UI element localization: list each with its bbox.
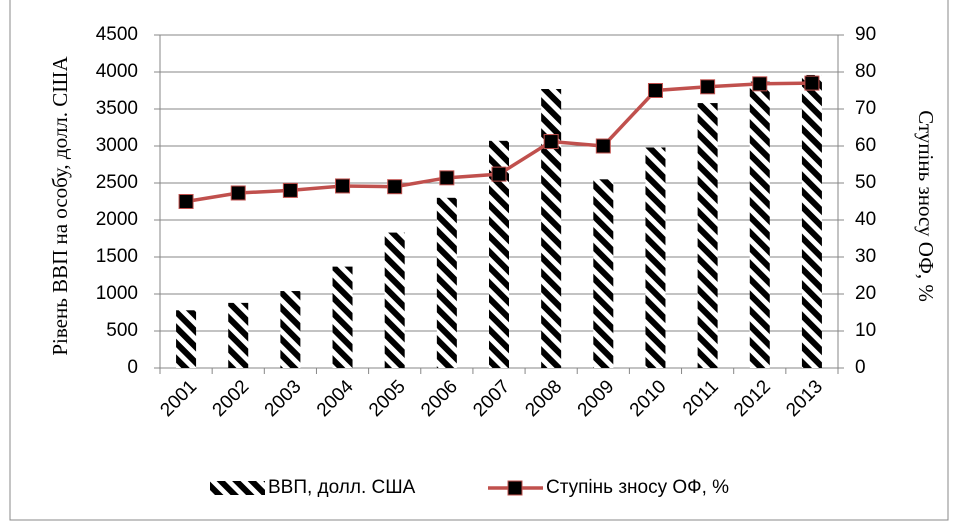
y-tick-label: 2500 — [96, 172, 138, 193]
marker — [804, 75, 820, 91]
y-tick-label: 4000 — [96, 61, 138, 82]
bar — [697, 103, 718, 368]
x-tick-label: 2008 — [521, 376, 566, 421]
bar — [332, 266, 353, 368]
marker — [595, 138, 611, 154]
y-tick-label: 1000 — [96, 283, 138, 304]
y-tick-label: 4500 — [96, 24, 138, 45]
legend-swatch — [210, 481, 265, 495]
x-tick-label: 2013 — [782, 376, 827, 421]
bar — [280, 291, 301, 368]
marker — [335, 178, 351, 194]
marker — [647, 83, 663, 98]
x-tick-label: 2007 — [469, 376, 514, 421]
marker — [543, 134, 559, 150]
x-tick-label: 2002 — [209, 376, 254, 421]
bar — [749, 81, 770, 369]
marker — [230, 185, 246, 201]
y2-tick-label: 90 — [855, 24, 876, 45]
y-tick-label: 2000 — [96, 209, 138, 230]
y2-tick-label: 80 — [855, 61, 876, 82]
bar — [801, 74, 822, 369]
y-tick-label: 1500 — [96, 246, 138, 267]
x-tick-label: 2009 — [574, 376, 619, 421]
y-tick-label: 3500 — [96, 98, 138, 119]
bar — [541, 89, 562, 369]
y2-tick-label: 60 — [855, 135, 876, 156]
x-tick-label: 2010 — [626, 376, 671, 421]
y2-tick-label: 40 — [855, 209, 876, 230]
x-tick-label: 2005 — [365, 376, 410, 421]
bar — [228, 302, 249, 368]
marker — [387, 179, 403, 195]
y-axis-title: Рівень ВВП на особу, долл. США — [48, 56, 72, 356]
y-tick-label: 0 — [127, 357, 138, 378]
marker — [752, 76, 768, 92]
x-tick-label: 2011 — [679, 376, 723, 420]
x-tick-label: 2006 — [417, 376, 462, 421]
bar — [384, 232, 405, 368]
y-tick-label: 3000 — [96, 135, 138, 156]
legend-label: ВВП, долл. США — [268, 477, 416, 498]
x-tick-label: 2003 — [261, 376, 306, 421]
bar — [489, 140, 509, 368]
y-tick-label: 500 — [106, 320, 138, 341]
bar — [593, 179, 614, 368]
marker — [282, 182, 298, 198]
marker — [491, 166, 507, 182]
bar — [436, 197, 457, 368]
marker — [178, 194, 194, 209]
bar — [645, 147, 666, 368]
y2-tick-label: 30 — [855, 246, 876, 267]
x-tick-label: 2004 — [313, 376, 358, 421]
bar — [176, 310, 197, 368]
marker — [439, 170, 455, 186]
legend-marker — [507, 480, 523, 496]
y2-tick-label: 70 — [855, 98, 876, 119]
y2-tick-label: 50 — [855, 172, 876, 193]
legend-label: Ступінь зносу ОФ, % — [546, 477, 729, 498]
x-tick-label: 2012 — [730, 376, 775, 421]
chart-border — [9, 0, 949, 521]
y2-axis-title: Ступінь зносу ОФ, % — [914, 110, 938, 302]
marker — [700, 79, 716, 95]
y2-tick-label: 0 — [855, 357, 866, 378]
y2-tick-label: 20 — [855, 283, 876, 304]
x-tick-label: 2001 — [156, 376, 201, 421]
y2-tick-label: 10 — [855, 320, 876, 341]
